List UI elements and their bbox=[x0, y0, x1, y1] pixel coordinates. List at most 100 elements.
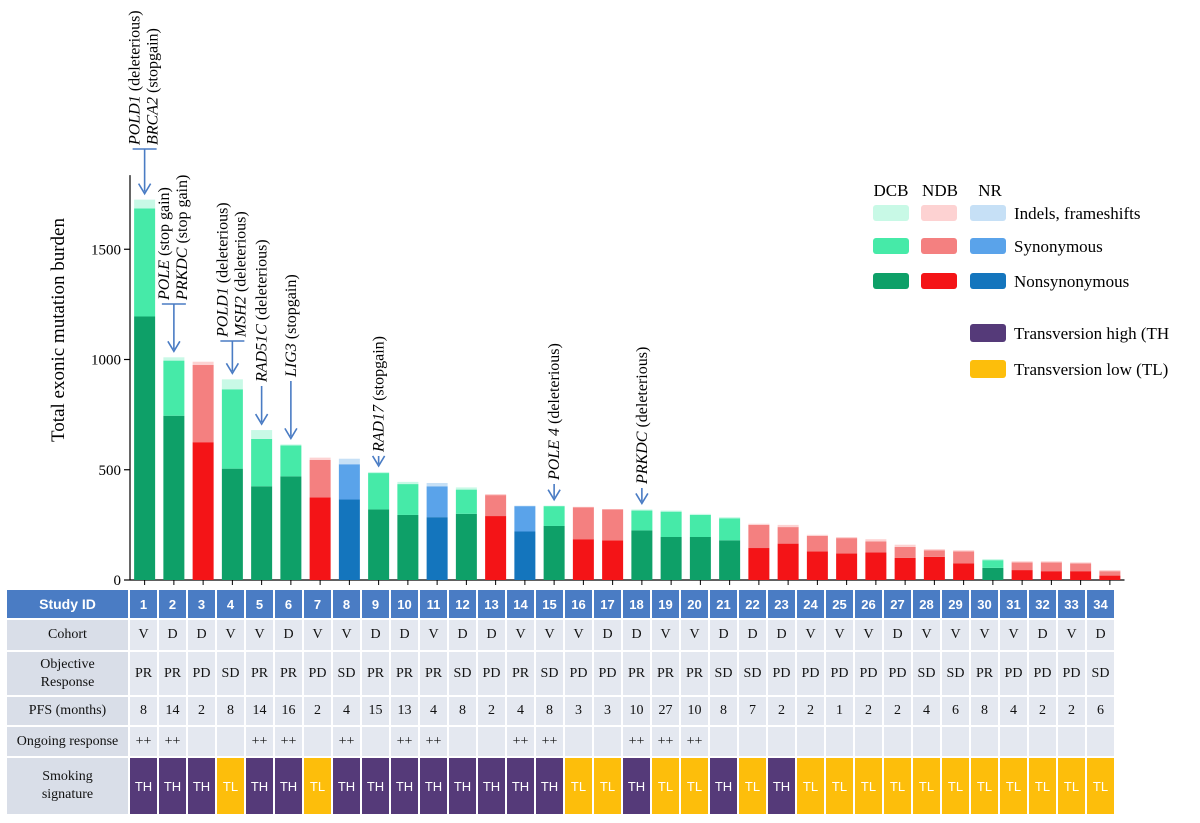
objective-response-cell-34: SD bbox=[1087, 652, 1114, 695]
legend-label-th: Transversion high (TH bbox=[1014, 324, 1169, 343]
pfs-cell-27: 2 bbox=[884, 697, 911, 725]
bar-25-nonsynonymous bbox=[836, 553, 858, 580]
legend: DCB NDB NR Indels, frameshifts Synonymou… bbox=[873, 181, 1169, 379]
bar-15-synonymous bbox=[543, 506, 565, 526]
bar-11-nonsynonymous bbox=[426, 517, 448, 580]
ongoing-response-cell-27 bbox=[884, 727, 911, 756]
cohort-cell-20: V bbox=[681, 620, 708, 650]
study-id-cell-10: 10 bbox=[391, 590, 418, 618]
cohort-cell-23: D bbox=[768, 620, 795, 650]
cohort-cell-7: V bbox=[304, 620, 331, 650]
legend-swatch-tl bbox=[970, 360, 1006, 378]
objective-response-cell-31: PD bbox=[1000, 652, 1027, 695]
objective-response-cell-17: PD bbox=[594, 652, 621, 695]
annotation-note: (deleterious) bbox=[127, 10, 144, 91]
objective-response-cell-30: PR bbox=[971, 652, 998, 695]
study-id-cell-26: 26 bbox=[855, 590, 882, 618]
cohort-cell-26: V bbox=[855, 620, 882, 650]
study-id-cell-17: 17 bbox=[594, 590, 621, 618]
smoking-signature-row: Smoking signature TH TH TH TL TH TH TL TH TH TH TH… bbox=[7, 758, 1114, 814]
study-id-cell-1: 1 bbox=[130, 590, 157, 618]
annotation-note: (deleterious) bbox=[254, 239, 271, 320]
objective-response-cell-32: PD bbox=[1029, 652, 1056, 695]
pfs-cell-25: 1 bbox=[826, 697, 853, 725]
bar-18-indels-frameshifts bbox=[631, 509, 653, 511]
cohort-cell-33: V bbox=[1058, 620, 1085, 650]
ongoing-response-cell-14: ++ bbox=[507, 727, 534, 756]
bar-19-synonymous bbox=[660, 511, 682, 538]
objective-response-cell-10: PR bbox=[391, 652, 418, 695]
legend-swatch-th bbox=[970, 324, 1006, 342]
cohort-cell-22: D bbox=[739, 620, 766, 650]
smoking-signature-cell-19: TL bbox=[652, 758, 679, 814]
smoking-signature-cell-30: TL bbox=[971, 758, 998, 814]
gene-annotations: POLD1(deleterious)BRCA2(stopgain)POLE(st… bbox=[127, 10, 651, 505]
smoking-signature-cell-7: TL bbox=[304, 758, 331, 814]
legend-label-synonymous: Synonymous bbox=[1014, 237, 1103, 256]
pfs-row: PFS (months) 8 14 2 8 14 16 2 4 15 13 4 8 2 4 8 3 3 10 27 1… bbox=[7, 697, 1114, 725]
ongoing-response-cell-10: ++ bbox=[391, 727, 418, 756]
bar-9-indels-frameshifts bbox=[368, 471, 390, 474]
ongoing-response-cell-23 bbox=[768, 727, 795, 756]
ongoing-response-cell-21 bbox=[710, 727, 737, 756]
smoking-signature-cell-26: TL bbox=[855, 758, 882, 814]
smoking-signature-cell-28: TL bbox=[913, 758, 940, 814]
pfs-cell-6: 16 bbox=[275, 697, 302, 725]
smoking-signature-cell-6: TH bbox=[275, 758, 302, 814]
bar-33-indels-frameshifts bbox=[1070, 562, 1092, 564]
ongoing-response-cell-3 bbox=[188, 727, 215, 756]
annotation-label: BRCA2 (stopgain) bbox=[145, 28, 162, 145]
y-tick-label: 0 bbox=[114, 573, 122, 589]
study-id-cell-11: 11 bbox=[420, 590, 447, 618]
pfs-cell-7: 2 bbox=[304, 697, 331, 725]
bar-2-indels-frameshifts bbox=[163, 357, 185, 361]
pfs-cell-33: 2 bbox=[1058, 697, 1085, 725]
annotation-label: RAD51C (deleterious) bbox=[254, 239, 271, 383]
bar-30-indels-frameshifts bbox=[982, 559, 1004, 561]
study-id-cell-13: 13 bbox=[478, 590, 505, 618]
ongoing-response-cell-12 bbox=[449, 727, 476, 756]
bar-16-synonymous bbox=[572, 507, 594, 540]
objective-response-cell-14: PR bbox=[507, 652, 534, 695]
bar-6-nonsynonymous bbox=[280, 476, 302, 580]
bar-8-nonsynonymous bbox=[338, 499, 360, 580]
study-id-cell-21: 21 bbox=[710, 590, 737, 618]
annotation-note: (deleterious) bbox=[634, 347, 651, 428]
study-id-cell-22: 22 bbox=[739, 590, 766, 618]
ongoing-response-cell-16 bbox=[565, 727, 592, 756]
smoking-signature-cell-5: TH bbox=[246, 758, 273, 814]
objective-response-cell-9: PR bbox=[362, 652, 389, 695]
cohort-cell-1: V bbox=[130, 620, 157, 650]
bar-10-synonymous bbox=[397, 484, 419, 515]
annotation-note: (stopgain) bbox=[145, 28, 162, 93]
annotation-label: PRKDC (deleterious) bbox=[634, 347, 651, 485]
pfs-cell-32: 2 bbox=[1029, 697, 1056, 725]
bar-32-synonymous bbox=[1040, 562, 1062, 572]
bar-4-nonsynonymous bbox=[221, 468, 243, 580]
annotation-gene: POLD1 bbox=[127, 95, 144, 146]
bar-29-nonsynonymous bbox=[953, 563, 975, 580]
cohort-cell-11: V bbox=[420, 620, 447, 650]
cohort-cell-25: V bbox=[826, 620, 853, 650]
objective-response-cell-16: PD bbox=[565, 652, 592, 695]
bar-34-indels-frameshifts bbox=[1099, 570, 1121, 572]
pfs-cell-9: 15 bbox=[362, 697, 389, 725]
study-id-cell-27: 27 bbox=[884, 590, 911, 618]
cohort-cell-4: V bbox=[217, 620, 244, 650]
objective-response-cell-2: PR bbox=[159, 652, 186, 695]
pfs-cell-1: 8 bbox=[130, 697, 157, 725]
smoking-signature-cell-10: TH bbox=[391, 758, 418, 814]
pfs-cell-13: 2 bbox=[478, 697, 505, 725]
smoking-signature-cell-12: TH bbox=[449, 758, 476, 814]
pfs-cell-15: 8 bbox=[536, 697, 563, 725]
study-id-cell-5: 5 bbox=[246, 590, 273, 618]
study-id-cell-33: 33 bbox=[1058, 590, 1085, 618]
legend-swatch-nr-nonsynonymous bbox=[970, 273, 1006, 289]
cohort-cell-5: V bbox=[246, 620, 273, 650]
legend-header-ndb: NDB bbox=[922, 181, 958, 200]
bar-20-nonsynonymous bbox=[689, 537, 711, 580]
bar-21-indels-frameshifts bbox=[719, 517, 741, 519]
bar-33-synonymous bbox=[1070, 563, 1092, 572]
legend-swatch-nr-synonymous bbox=[970, 238, 1006, 254]
annotation-arrowhead bbox=[547, 489, 561, 502]
